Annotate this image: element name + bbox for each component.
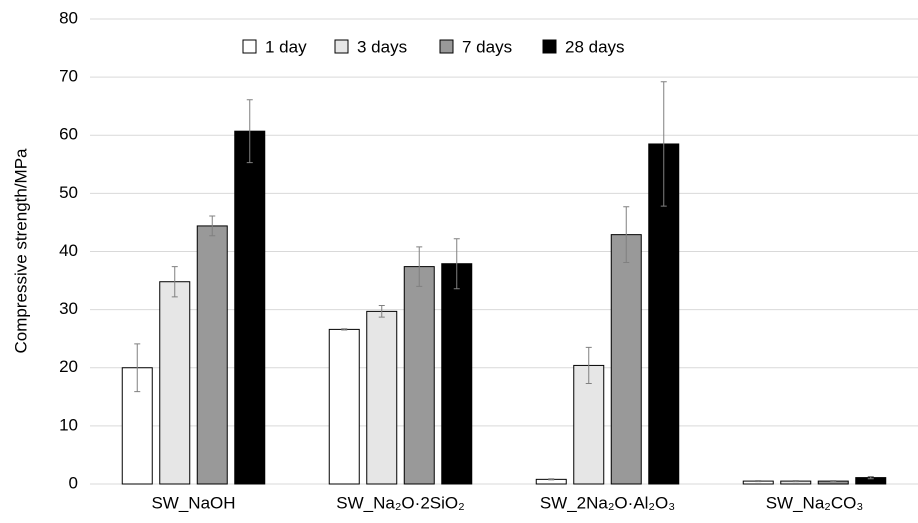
legend-label: 3 days — [357, 37, 407, 56]
bar — [234, 130, 266, 485]
legend-marker — [439, 39, 454, 54]
error-bar — [378, 305, 385, 318]
error-bar — [867, 475, 874, 480]
bar — [196, 225, 228, 485]
x-tick-label: SW_Na₂O·2SiO₂ — [336, 493, 464, 512]
legend-marker — [242, 39, 257, 54]
bar — [403, 266, 435, 485]
legend-marker — [542, 39, 557, 54]
x-tick-label: SW_NaOH — [151, 493, 235, 512]
error-bar — [453, 238, 460, 290]
y-tick-label: 40 — [59, 241, 78, 260]
x-tick-label: SW_Na₂CO₃ — [766, 493, 864, 512]
error-bar — [416, 246, 423, 287]
error-bar — [171, 266, 178, 298]
y-tick-label: 80 — [59, 8, 78, 27]
error-bar — [792, 480, 799, 483]
error-bar — [209, 215, 216, 237]
y-axis-label: Compressive strength/MPa — [11, 148, 30, 354]
bar — [328, 328, 360, 485]
error-bar — [660, 81, 667, 207]
error-bar — [830, 480, 837, 483]
legend-label: 28 days — [565, 37, 625, 56]
y-tick-label: 30 — [59, 299, 78, 318]
y-tick-label: 20 — [59, 357, 78, 376]
y-tick-label: 50 — [59, 183, 78, 202]
error-bar — [341, 328, 348, 331]
error-bar — [246, 99, 253, 164]
legend-label: 1 day — [265, 37, 307, 56]
y-tick-label: 10 — [59, 415, 78, 434]
x-tick-label: SW_2Na₂O·Al₂O₃ — [540, 493, 675, 512]
error-bar — [755, 480, 762, 483]
bar — [441, 263, 473, 485]
error-bar — [623, 206, 630, 264]
error-bar — [585, 346, 592, 384]
bar — [159, 281, 191, 485]
y-tick-label: 0 — [69, 473, 78, 492]
bar — [610, 234, 642, 485]
error-bar — [134, 343, 141, 393]
error-bar — [548, 478, 555, 481]
legend-label: 7 days — [462, 37, 512, 56]
y-tick-label: 70 — [59, 67, 78, 86]
bar — [366, 310, 398, 485]
legend-marker — [334, 39, 349, 54]
y-tick-label: 60 — [59, 125, 78, 144]
